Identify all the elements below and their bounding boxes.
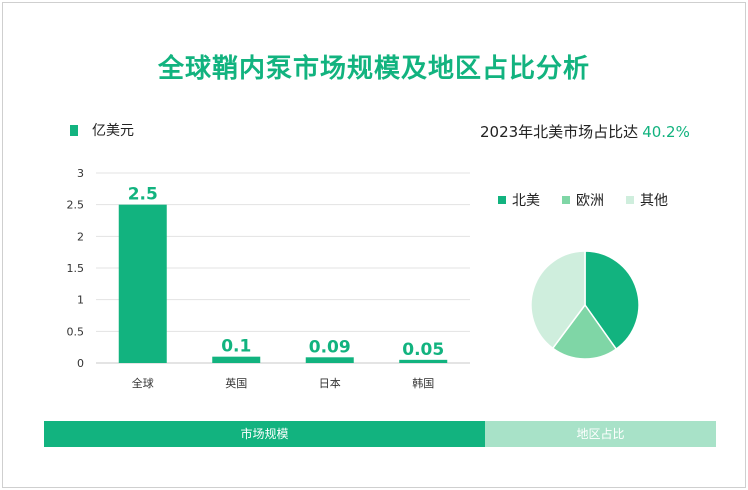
y-tick-label: 0.5	[67, 325, 85, 338]
bar-legend-label: 亿美元	[92, 123, 134, 139]
bar-0	[118, 204, 167, 363]
y-tick-label: 2.5	[67, 199, 85, 212]
y-tick-label: 0	[77, 357, 84, 370]
bar-1	[212, 356, 261, 363]
bar-chart: 0 0.5 1 1.5 2 2.5 3 2.5 全球 0.1 英国 0.09 日本 0.05 韩国	[67, 167, 470, 390]
bar-value-label: 0.1	[221, 337, 251, 357]
bar-2	[305, 357, 354, 363]
bar-3	[399, 359, 448, 363]
x-tick-label: 英国	[225, 376, 247, 390]
pie-legend: 北美 欧洲 其他	[498, 190, 668, 210]
pie-chart	[530, 250, 640, 360]
x-tick-label: 全球	[132, 376, 154, 390]
pie-legend-swatch-eu	[562, 196, 570, 204]
x-tick-label: 日本	[319, 376, 341, 390]
tab-market-size[interactable]: 市场规模	[44, 421, 485, 447]
pie-title-value: 40.2%	[642, 123, 690, 141]
pie-legend-label-na: 北美	[512, 193, 540, 209]
y-tick-label: 3	[77, 167, 84, 180]
page-title: 全球鞘内泵市场规模及地区占比分析	[157, 54, 590, 84]
y-tick-label: 1	[77, 294, 84, 307]
pie-title: 2023年北美市场占比达 40.2%	[480, 121, 690, 142]
pie-legend-item-other: 其他	[626, 190, 668, 210]
pie-slice-2	[530, 250, 586, 350]
bar-value-label: 2.5	[128, 185, 158, 205]
pie-legend-item-eu: 欧洲	[562, 190, 604, 210]
bar-value-label: 0.05	[402, 340, 444, 360]
pie-legend-label-other: 其他	[640, 193, 668, 209]
pie-slice-0	[584, 250, 640, 351]
pie-slice-1	[551, 303, 618, 360]
pie-title-text: 2023年北美市场占比达	[480, 123, 639, 141]
pie-legend-label-eu: 欧洲	[576, 193, 604, 209]
pie-legend-swatch-other	[626, 196, 634, 204]
y-tick-label: 2	[77, 230, 84, 243]
bar-legend: 亿美元	[70, 120, 134, 140]
pie-legend-item-na: 北美	[498, 190, 540, 210]
bar-legend-swatch	[70, 124, 78, 136]
pie-legend-swatch-na	[498, 196, 506, 204]
tab-region-share[interactable]: 地区占比	[485, 421, 716, 447]
bar-value-label: 0.09	[309, 337, 351, 357]
x-tick-label: 韩国	[412, 376, 434, 390]
y-tick-label: 1.5	[67, 262, 85, 275]
